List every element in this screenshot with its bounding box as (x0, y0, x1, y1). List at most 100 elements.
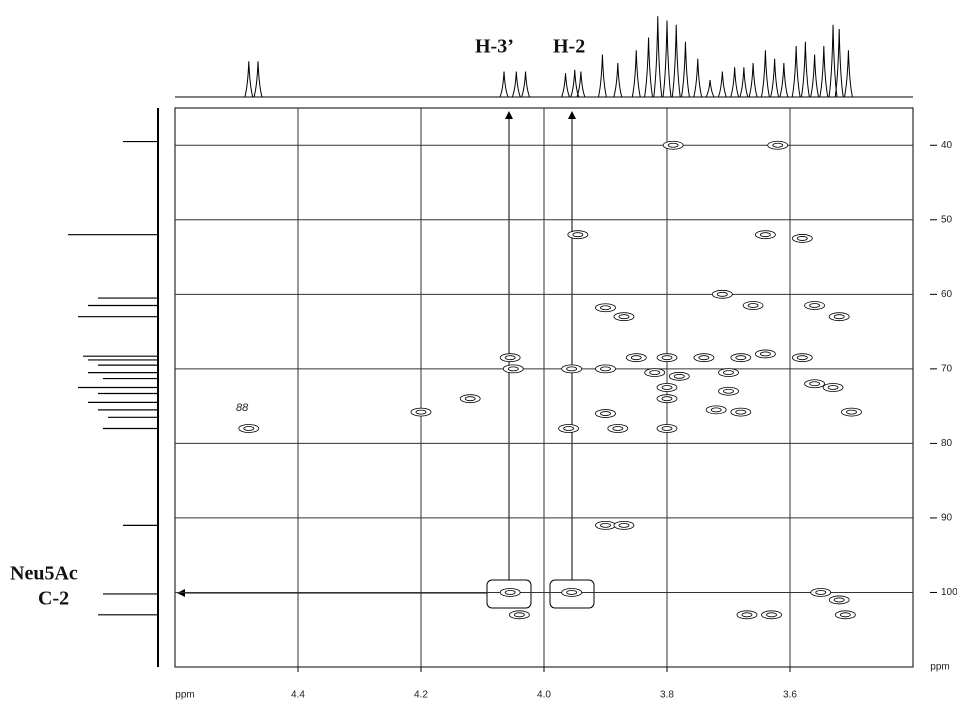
contour (508, 367, 518, 371)
cross-peak (762, 611, 782, 619)
contour (613, 426, 623, 430)
contour (662, 426, 672, 430)
cross-peak (694, 354, 714, 362)
proton-peak (749, 63, 757, 97)
contour (810, 304, 820, 308)
contour (619, 523, 629, 527)
cross-peak (657, 395, 677, 403)
proton-peak (844, 50, 852, 97)
y-tick-label: 90 (941, 513, 953, 524)
cross-peak (743, 302, 763, 310)
proton-peak (681, 42, 689, 97)
annotation: Neu5Ac (10, 563, 78, 585)
cross-peak (768, 141, 788, 149)
cross-peak (500, 588, 520, 596)
contour (465, 397, 475, 401)
proton-peak (663, 21, 671, 98)
contour (748, 304, 758, 308)
cross-peak (755, 231, 775, 239)
cross-peak (239, 424, 259, 432)
contour (631, 356, 641, 360)
proton-peak (562, 73, 570, 97)
proton-peak (571, 70, 579, 97)
cross-peak (755, 350, 775, 358)
proton-peak (731, 67, 739, 97)
proton-peak (780, 63, 788, 97)
cross-peak (811, 588, 831, 596)
contour (736, 410, 746, 414)
contour (601, 367, 611, 371)
proton-peak (254, 61, 262, 97)
cross-peak (657, 384, 677, 392)
cross-peak (614, 313, 634, 321)
contour (699, 356, 709, 360)
cross-peak (503, 365, 523, 373)
cross-peak (411, 408, 431, 416)
contour (797, 356, 807, 360)
cross-peak (596, 521, 616, 529)
contour (847, 410, 857, 414)
cross-peak (645, 369, 665, 377)
contour (619, 315, 629, 319)
contour (668, 143, 678, 147)
proton-peak (706, 80, 714, 97)
y-tick-label: 50 (941, 214, 953, 225)
chart: H-3’ H-2 Neu5Ac C-2 88 ppm ppm 4.44.24.0… (0, 0, 957, 707)
contour (840, 613, 850, 617)
page: H-3’ H-2 Neu5Ac C-2 88 ppm ppm 4.44.24.0… (0, 0, 957, 707)
cross-peak (712, 290, 732, 298)
contour (567, 590, 577, 594)
proton-peak (718, 72, 726, 98)
proton-peak (761, 50, 769, 97)
cross-peak (657, 424, 677, 432)
proton-peak (771, 59, 779, 97)
proton-peak (792, 46, 800, 97)
cross-peak (460, 395, 480, 403)
contour (797, 236, 807, 240)
cross-peak (596, 304, 616, 312)
contour (760, 233, 770, 237)
annotation: H-3’ (475, 36, 514, 58)
annotation: H-2 (553, 36, 585, 58)
x-tick-label: 4.2 (414, 690, 428, 701)
cross-peak (562, 588, 582, 596)
proton-peak (654, 16, 662, 97)
contour (834, 598, 844, 602)
proton-peak (835, 29, 843, 97)
contour (662, 397, 672, 401)
x-tick-label: 4.0 (537, 690, 551, 701)
cross-peak (792, 234, 812, 242)
proton-peak (598, 55, 606, 98)
cross-peak (737, 611, 757, 619)
contour (416, 410, 426, 414)
contour (601, 523, 611, 527)
contour (736, 356, 746, 360)
contour (601, 306, 611, 310)
y-tick-label: 40 (941, 140, 953, 151)
cross-peak (792, 354, 812, 362)
contour (514, 613, 524, 617)
contour (650, 371, 660, 375)
y-tick-label: 70 (941, 364, 953, 375)
cross-peak (823, 384, 843, 392)
proton-peak (801, 42, 809, 97)
cross-peak (657, 354, 677, 362)
contour (816, 590, 826, 594)
proton-peak (500, 72, 508, 98)
contour (567, 367, 577, 371)
proton-peak (614, 63, 622, 97)
proton-peak (522, 72, 530, 98)
proton-peak (512, 72, 520, 98)
cross-peak (500, 354, 520, 362)
cross-peak (626, 354, 646, 362)
cross-peak (829, 313, 849, 321)
proton-peak (632, 50, 640, 97)
cross-peak (614, 521, 634, 529)
y-tick-label: 80 (941, 438, 953, 449)
contour (505, 590, 515, 594)
x-unit: ppm (175, 690, 194, 701)
proton-peak (740, 67, 748, 97)
proton-peak (672, 25, 680, 97)
cross-peak (842, 408, 862, 416)
contour (773, 143, 783, 147)
